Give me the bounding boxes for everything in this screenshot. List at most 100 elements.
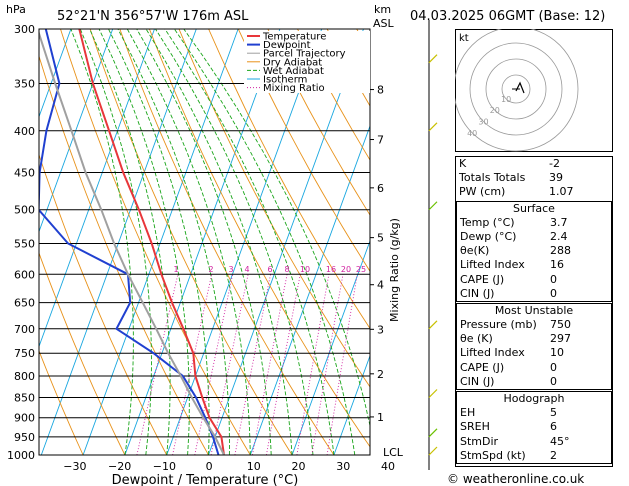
index-row: CIN (J) 0 (457, 375, 611, 389)
wind-barb (428, 122, 438, 132)
temperature-tick-label: 10 (247, 460, 261, 473)
dry-adiabat-line (237, 29, 370, 273)
credit-text: © weatheronline.co.uk (447, 472, 585, 486)
pressure-tick-label: 900 (14, 412, 35, 425)
wet-adiabat-line (145, 29, 293, 455)
index-value: 0 (550, 360, 557, 374)
pressure-tick-label: 850 (14, 391, 35, 404)
index-row: Dewp (°C) 2.4 (457, 230, 611, 244)
index-row: SREH 6 (457, 420, 611, 434)
index-row: StmSpd (kt) 2 (457, 449, 611, 463)
mixing-ratio-line (326, 274, 358, 455)
km-tick-label: 5 (377, 232, 384, 245)
wet-adiabat-line (108, 29, 210, 455)
y-axis-label: Mixing Ratio (g/kg) (388, 218, 401, 322)
index-row: CAPE (J) 0 (457, 361, 611, 375)
mixing-ratio-label: 2 (208, 265, 213, 274)
index-label: Pressure (mb) (460, 318, 537, 332)
index-row: Temp (°C) 3.7 (457, 216, 611, 230)
km-label: km (374, 3, 392, 16)
legend-entry: Isotherm (263, 75, 307, 86)
location-title: 52°21'N 356°57'W 176m ASL (57, 9, 249, 24)
index-label: Totals Totals (459, 171, 526, 185)
index-row: K -2 (456, 157, 612, 171)
hodograph-ring (501, 74, 531, 104)
lcl-label: LCL (383, 446, 404, 459)
index-value: 0 (550, 286, 557, 300)
wind-barb (428, 389, 438, 398)
mixing-ratio-label: 25 (356, 265, 366, 274)
temperature-tick-label: 30 (336, 460, 350, 473)
pressure-tick-label: 950 (14, 431, 35, 444)
index-value: 3.7 (550, 215, 568, 229)
pressure-tick-label: 700 (14, 323, 35, 336)
index-row: Lifted Index 10 (457, 346, 611, 360)
index-label: θe (K) (460, 332, 493, 346)
index-label: SREH (460, 420, 490, 434)
mixing-ratio-line (136, 274, 179, 455)
series-line-temperature (78, 29, 225, 455)
index-label: CIN (J) (460, 286, 495, 300)
legend-entry: Dry Adiabat (263, 57, 322, 68)
index-value: 297 (550, 332, 571, 346)
mixing-ratio-line (265, 274, 301, 455)
index-row: CAPE (J) 0 (457, 273, 611, 287)
km-tick-label: 7 (377, 134, 384, 147)
km-tick-label: 4 (377, 279, 384, 292)
dry-adiabat-line (39, 349, 84, 455)
pressure-tick-label: 800 (14, 370, 35, 383)
index-label: PW (cm) (459, 185, 506, 199)
pressure-tick-label: 750 (14, 347, 35, 360)
mixing-ratio-line (234, 274, 272, 455)
mixing-ratio-label: 4 (244, 265, 249, 274)
pressure-tick-label: 1000 (7, 449, 35, 462)
mixing-ratio-line (311, 274, 344, 455)
mixing-ratio-label: 10 (300, 265, 310, 274)
mixing-ratio-line (296, 274, 330, 455)
surface-section: Surface Temp (°C) 3.7 Dewp (°C) 2.4 θe(K) 288… (456, 200, 612, 302)
index-row: θe (K) 297 (457, 332, 611, 346)
mixing-ratio-label: 3 (228, 265, 233, 274)
index-row: Totals Totals 39 (456, 171, 612, 185)
index-value: 39 (549, 171, 563, 185)
temperature-tick-label: −30 (63, 460, 86, 473)
legend-entry: Wet Adiabat (263, 66, 324, 77)
index-row: PW (cm) 1.07 (456, 185, 612, 199)
mixing-ratio-line (194, 274, 234, 455)
pressure-tick-label: 350 (14, 78, 35, 91)
mixing-ratio-label: 6 (267, 265, 272, 274)
isotherm-line (208, 29, 364, 455)
index-label: Temp (°C) (460, 215, 515, 229)
index-label: θe(K) (460, 244, 490, 258)
index-label: StmSpd (kt) (460, 448, 526, 462)
index-value: 45° (550, 434, 570, 448)
index-value: 288 (550, 244, 571, 258)
index-label: CAPE (J) (460, 272, 505, 286)
legend-box (244, 31, 370, 93)
mixing-ratio-label: 20 (341, 265, 351, 274)
wind-profile (428, 20, 438, 470)
wind-barb (428, 446, 438, 456)
hodograph-ring (469, 42, 563, 136)
index-row: Pressure (mb) 750 (457, 318, 611, 332)
isotherm-line (39, 29, 155, 348)
legend-entry: Mixing Ratio (263, 83, 325, 94)
indices-panel: K -2 Totals Totals 39 PW (cm) 1.07 Surface Te… (455, 156, 613, 467)
index-label: Lifted Index (460, 258, 525, 272)
mixing-ratio-label: 16 (326, 265, 336, 274)
km-tick-label: 8 (377, 84, 384, 97)
x-axis-label: Dewpoint / Temperature (°C) (112, 473, 299, 486)
wind-barb (428, 428, 438, 438)
hodograph-title: Hodograph (503, 392, 565, 405)
wet-adiabat-line (155, 29, 314, 455)
index-value: 10 (550, 346, 564, 360)
km-tick-label: 2 (377, 368, 384, 381)
wind-barb (428, 54, 438, 64)
index-value: 1.07 (549, 185, 574, 199)
pressure-tick-label: 650 (14, 297, 35, 310)
wet-adiabat-line (89, 29, 171, 455)
index-value: 750 (550, 318, 571, 332)
index-label: CIN (J) (460, 374, 495, 388)
